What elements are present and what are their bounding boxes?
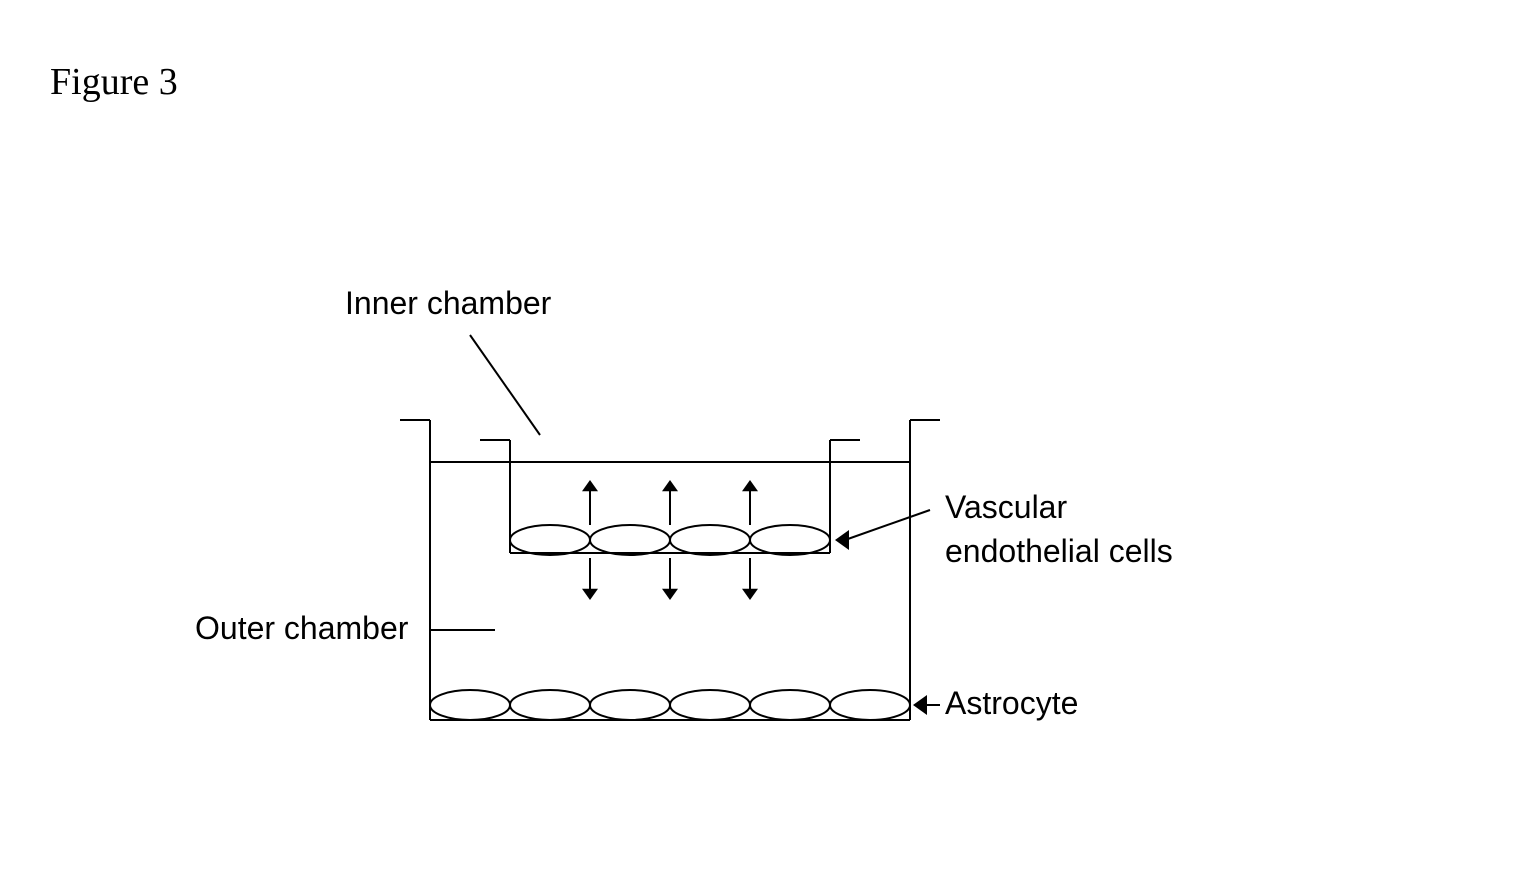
diagram-svg (0, 0, 1527, 876)
